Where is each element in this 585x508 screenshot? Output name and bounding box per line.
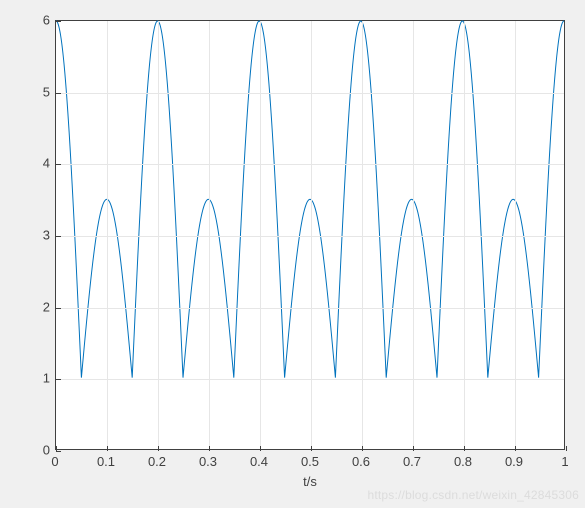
xtick-label: 0.9 xyxy=(494,454,534,469)
gridline-v xyxy=(362,21,363,449)
watermark-text: https://blog.csdn.net/weixin_42845306 xyxy=(367,488,579,502)
gridline-h xyxy=(56,164,564,165)
ytick xyxy=(56,236,61,237)
ytick xyxy=(56,308,61,309)
ytick-label: 5 xyxy=(20,84,50,99)
ytick-label: 4 xyxy=(20,156,50,171)
gridline-h xyxy=(56,93,564,94)
xtick-label: 0.5 xyxy=(290,454,330,469)
xtick xyxy=(260,446,261,451)
xtick-label: 0.1 xyxy=(86,454,126,469)
gridline-v xyxy=(209,21,210,449)
xtick xyxy=(515,446,516,451)
gridline-v xyxy=(413,21,414,449)
xtick xyxy=(413,446,414,451)
axes xyxy=(55,20,565,450)
xtick xyxy=(56,446,57,451)
ytick-label: 6 xyxy=(20,13,50,28)
xtick-label: 0.8 xyxy=(443,454,483,469)
xtick xyxy=(311,446,312,451)
xtick-label: 0.3 xyxy=(188,454,228,469)
ytick xyxy=(56,451,61,452)
gridline-v xyxy=(515,21,516,449)
ytick xyxy=(56,93,61,94)
gridline-v xyxy=(260,21,261,449)
line-plot xyxy=(56,21,564,449)
ytick xyxy=(56,164,61,165)
xtick-label: 0 xyxy=(35,454,75,469)
xtick xyxy=(362,446,363,451)
xtick-label: 0.6 xyxy=(341,454,381,469)
xtick xyxy=(209,446,210,451)
ytick-label: 3 xyxy=(20,228,50,243)
xtick xyxy=(566,446,567,451)
ytick-label: 1 xyxy=(20,371,50,386)
ytick xyxy=(56,21,61,22)
xtick xyxy=(158,446,159,451)
figure: t/s https://blog.csdn.net/weixin_4284530… xyxy=(0,0,585,508)
gridline-v xyxy=(311,21,312,449)
ytick xyxy=(56,379,61,380)
xtick-label: 0.4 xyxy=(239,454,279,469)
ytick-label: 2 xyxy=(20,299,50,314)
gridline-h xyxy=(56,379,564,380)
gridline-h xyxy=(56,236,564,237)
x-axis-label: t/s xyxy=(290,474,330,489)
xtick-label: 0.7 xyxy=(392,454,432,469)
gridline-v xyxy=(158,21,159,449)
xtick xyxy=(107,446,108,451)
xtick-label: 1 xyxy=(545,454,585,469)
gridline-v xyxy=(464,21,465,449)
gridline-h xyxy=(56,308,564,309)
xtick-label: 0.2 xyxy=(137,454,177,469)
xtick xyxy=(464,446,465,451)
gridline-v xyxy=(107,21,108,449)
